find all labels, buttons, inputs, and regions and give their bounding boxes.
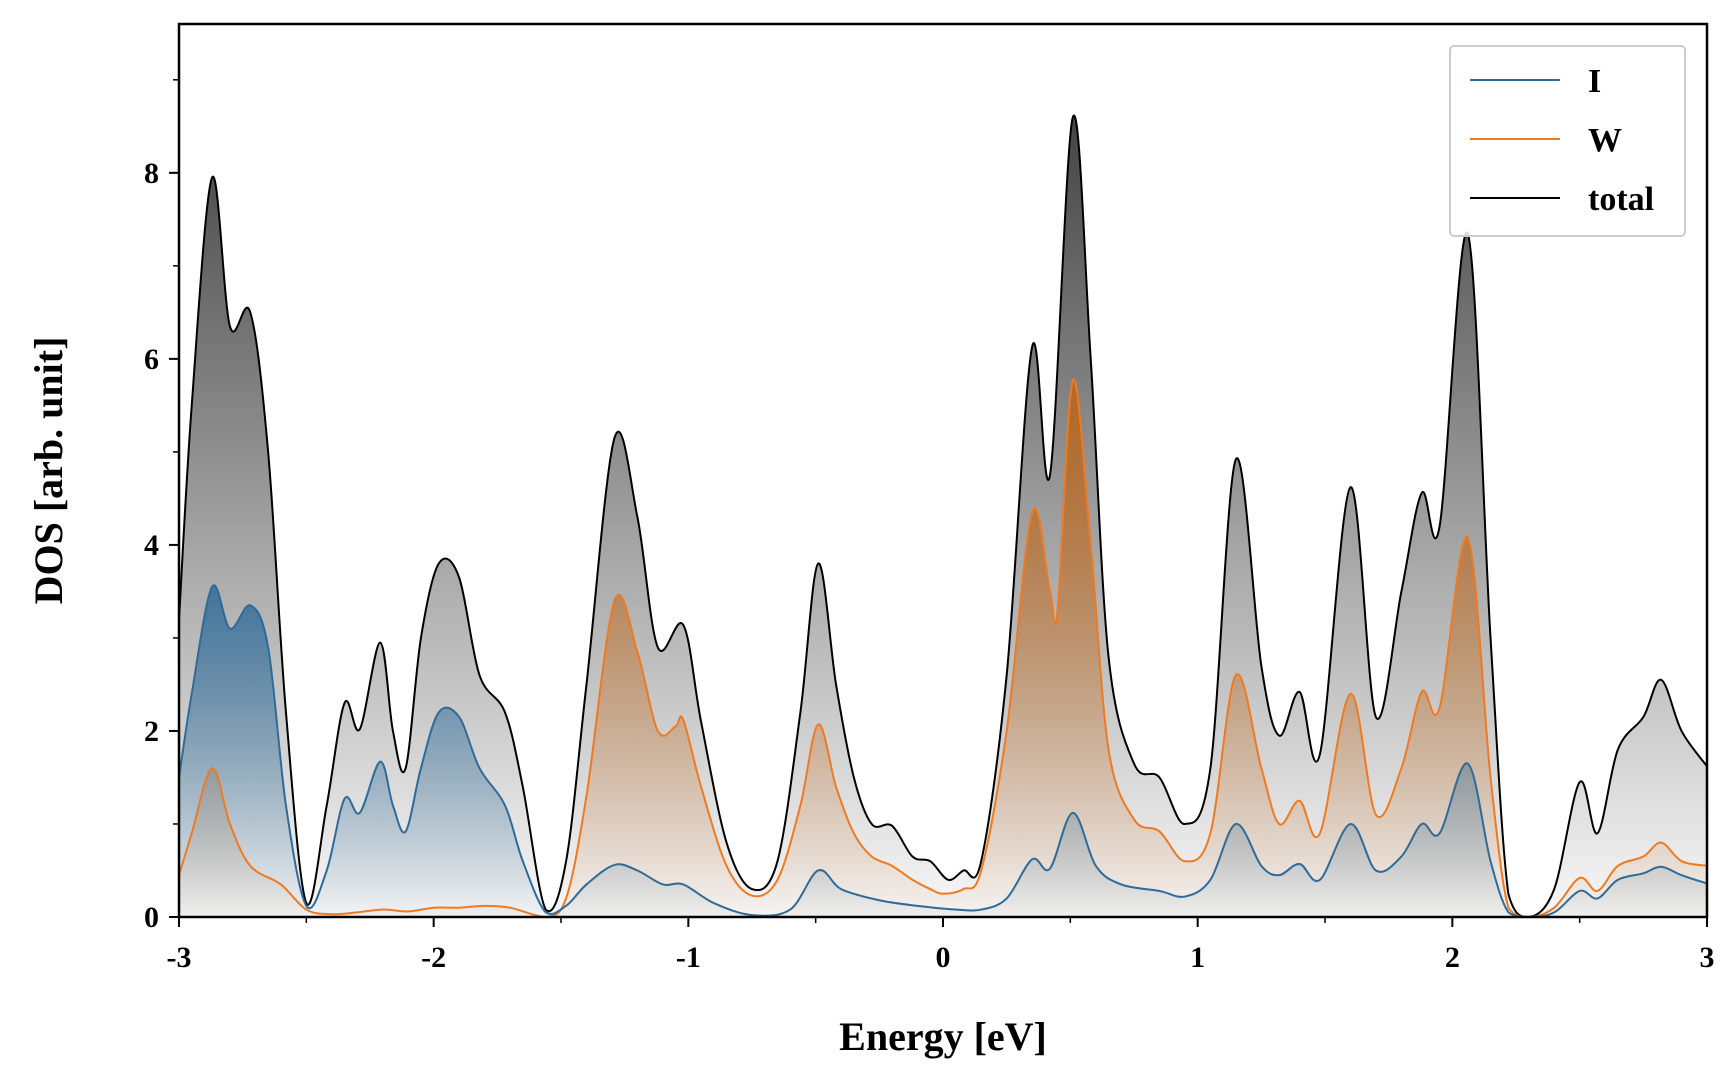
x-tick-label: 1 xyxy=(1190,941,1205,974)
series-line-I xyxy=(178,584,1708,919)
legend-label-W: W xyxy=(1588,122,1622,159)
series-line-total xyxy=(178,114,1708,919)
x-tick-label: 0 xyxy=(936,941,951,974)
legend-box xyxy=(1449,45,1686,237)
series-line-W xyxy=(178,378,1708,919)
x-tick-label: -3 xyxy=(167,941,192,974)
y-axis-label: DOS [arb. unit] xyxy=(26,337,71,605)
legend-label-total: total xyxy=(1588,181,1654,218)
series-fill-I xyxy=(179,585,1707,917)
x-axis: -3 -2 -1 0 1 2 3 xyxy=(167,917,1715,974)
plot-fills xyxy=(179,115,1707,917)
x-tick-label: 2 xyxy=(1445,941,1460,974)
y-axis: 0 2 4 6 8 xyxy=(144,79,179,934)
plot-lines xyxy=(178,114,1708,919)
y-tick-label: 4 xyxy=(144,529,159,562)
y-tick-label: 2 xyxy=(144,715,159,748)
y-tick-label: 0 xyxy=(144,901,159,934)
series-fill-total xyxy=(179,115,1707,917)
x-tick-label: -2 xyxy=(421,941,446,974)
legend-label-I: I xyxy=(1588,63,1601,100)
y-tick-label: 6 xyxy=(144,343,159,376)
x-tick-label: 3 xyxy=(1700,941,1715,974)
y-tick-label: 8 xyxy=(144,157,159,190)
x-tick-label: -1 xyxy=(676,941,701,974)
x-axis-label: Energy [eV] xyxy=(839,1014,1047,1059)
